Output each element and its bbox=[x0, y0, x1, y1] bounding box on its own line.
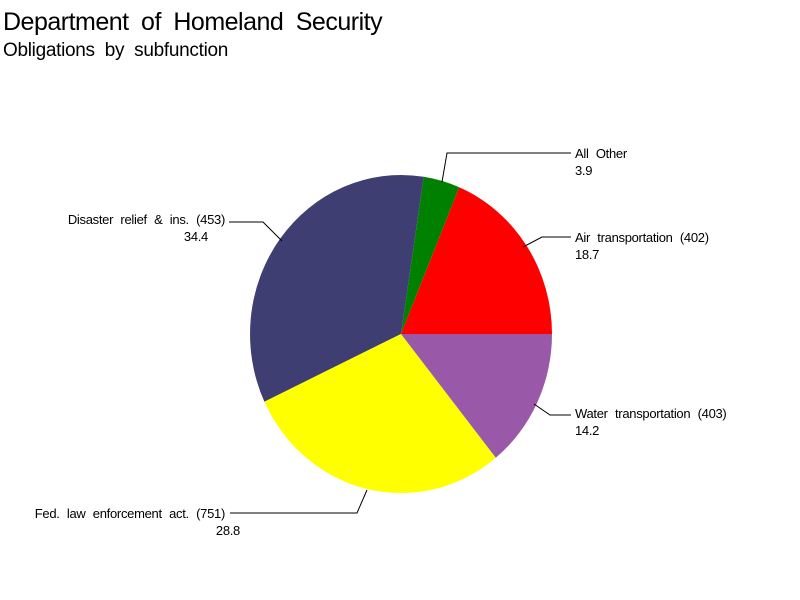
chart-subtitle: Obligations by subfunction bbox=[3, 40, 229, 61]
callout-disaster-relief: Disaster relief & ins. (453) 34.4 bbox=[68, 211, 225, 245]
chart-title: Department of Homeland Security bbox=[3, 8, 383, 36]
callout-air-transportation: Air transportation (402) 18.7 bbox=[575, 229, 709, 263]
slice-value: 28.8 bbox=[215, 523, 240, 538]
pie-slice-fed-law-enforcement bbox=[264, 334, 496, 494]
slice-label: Disaster relief & ins. (453) bbox=[67, 212, 225, 227]
callout-all-other: All Other 3.9 bbox=[575, 145, 627, 179]
slice-value: 14.2 bbox=[575, 423, 600, 438]
pie-slices bbox=[250, 174, 552, 494]
leader-lines bbox=[229, 152, 571, 514]
slice-label: Fed. law enforcement act. (751) bbox=[34, 506, 226, 521]
slice-label: Air transportation (402) bbox=[575, 230, 709, 245]
slice-value: 3.9 bbox=[575, 163, 593, 178]
leader-line-all-other bbox=[441, 152, 571, 183]
pie-slice-disaster-relief bbox=[250, 174, 424, 402]
slice-label: Water transportation (403) bbox=[575, 406, 727, 421]
pie-slice-air-transportation bbox=[401, 187, 552, 334]
callout-fed-law-enforcement: Fed. law enforcement act. (751) 28.8 bbox=[34, 505, 241, 539]
pie-slice-water-transportation bbox=[401, 334, 552, 458]
leader-line-fed-law-enforcement bbox=[230, 489, 368, 514]
leader-line-water-transportation bbox=[533, 403, 571, 416]
slice-value: 18.7 bbox=[575, 247, 600, 262]
pie-slice-all-other bbox=[401, 176, 460, 334]
slice-value: 34.4 bbox=[183, 229, 208, 244]
leader-line-disaster-relief bbox=[229, 221, 283, 242]
callout-water-transportation: Water transportation (403) 14.2 bbox=[575, 405, 727, 439]
leader-line-air-transportation bbox=[522, 236, 571, 248]
slice-label: All Other bbox=[575, 146, 627, 161]
